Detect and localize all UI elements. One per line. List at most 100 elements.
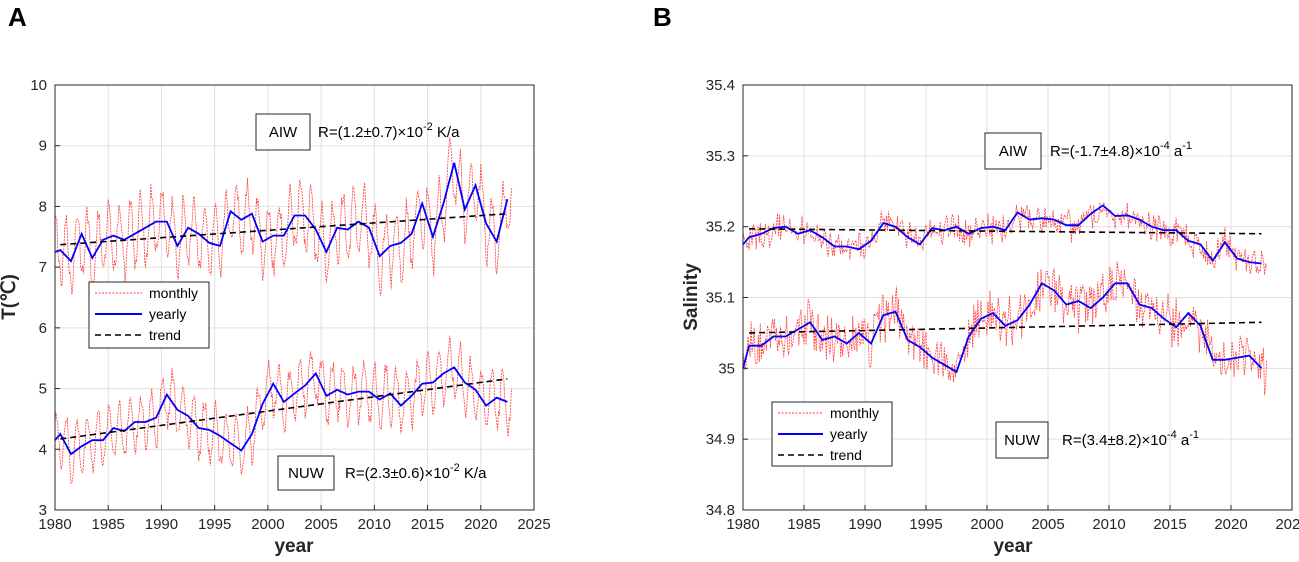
panel-a-nuw-rate-exponent: -2 bbox=[450, 462, 460, 474]
panel-b-xtick-label: 2005 bbox=[1031, 516, 1064, 533]
panel-b-ytick-label: 35.1 bbox=[706, 290, 735, 307]
panel-a-xtick-label: 2005 bbox=[304, 516, 337, 533]
panel-b-xtick-label: 2000 bbox=[970, 516, 1003, 533]
panel-a-yearly-series bbox=[54, 162, 509, 456]
panel-a-aiw-box bbox=[255, 113, 311, 151]
panel-b-aiw-label: AIW bbox=[999, 143, 1028, 160]
panel-a-xtick-label: 2000 bbox=[251, 516, 284, 533]
panel-b-legend-yearly: yearly bbox=[830, 426, 867, 442]
panel-b-xlabel: year bbox=[993, 536, 1033, 557]
panel-b-nuw-rate: R=(3.4±8.2)×10-4 a-1 bbox=[1062, 429, 1199, 449]
panel-b-aiw-rate-suffix: a bbox=[1170, 143, 1183, 160]
panel-a-xlabel: year bbox=[274, 536, 314, 557]
panel-a-monthly-series bbox=[54, 137, 513, 485]
panel-a-nuw-box bbox=[277, 455, 335, 491]
panel-b-nuw-rate-suffix-exponent: -1 bbox=[1189, 429, 1199, 441]
panel-b-xtick-label: 2025 bbox=[1275, 516, 1299, 533]
panel-a-plot-frame bbox=[54, 84, 535, 511]
panel-b-aiw-rate-prefix: R=(-1.7±4.8)×10 bbox=[1050, 143, 1160, 160]
panel-a-xtick-label: 2025 bbox=[517, 516, 550, 533]
panel-a-ytick-label: 3 bbox=[39, 502, 47, 519]
panel-a-aiw-rate-exponent: -2 bbox=[423, 121, 433, 133]
panel-a-ytick-label: 8 bbox=[39, 198, 47, 215]
panel-b-yearly-series bbox=[742, 204, 1263, 374]
panel-a-legend-yearly: yearly bbox=[149, 306, 186, 322]
panel-a-xtick-label: 1980 bbox=[38, 516, 71, 533]
panel-b-xtick-label: 1990 bbox=[848, 516, 881, 533]
panel-b-nuw-rate-prefix: R=(3.4±8.2)×10 bbox=[1062, 432, 1167, 449]
panel-b-legend-monthly: monthly bbox=[830, 405, 879, 421]
panel-b-aiw-trend-line bbox=[749, 227, 1262, 235]
panel-b-xtick-label: 1995 bbox=[909, 516, 942, 533]
panel-a-x-ticks: 1980 1985 1990 1995 2000 2005 2010 2015 2020 2025 bbox=[38, 505, 551, 533]
panel-a-nuw-rate-prefix: R=(2.3±0.6)×10 bbox=[345, 465, 450, 482]
panel-a-nuw-rate-suffix: K/a bbox=[460, 465, 487, 482]
panel-a-chart: A 1980 1985 1990 1995 2000 2005 2010 2015 2020 20… bbox=[0, 2, 551, 557]
panel-b-nuw-yearly-line bbox=[742, 282, 1263, 374]
panel-b-ytick-label: 35.2 bbox=[706, 219, 735, 236]
panel-a-ytick-label: 6 bbox=[39, 320, 47, 337]
panel-b-ytick-label: 34.9 bbox=[706, 431, 735, 448]
panel-b-aiw-box bbox=[984, 132, 1042, 170]
panel-a-ylabel: T(℃) bbox=[0, 274, 20, 320]
panel-a-legend: monthly yearly trend bbox=[88, 281, 210, 349]
panel-a-ytick-label: 4 bbox=[39, 441, 47, 458]
panel-b-y-ticks: 34.8 34.9 35 35.1 35.2 35.3 35.4 bbox=[706, 77, 748, 519]
panel-b-trend-series bbox=[749, 227, 1262, 334]
panel-a-legend-monthly: monthly bbox=[149, 285, 198, 301]
panel-b-xtick-label: 1980 bbox=[726, 516, 759, 533]
panel-a-ytick-label: 5 bbox=[39, 381, 47, 398]
panel-a-aiw-label: AIW bbox=[269, 124, 298, 141]
panel-a-aiw-trend-line bbox=[60, 212, 508, 246]
panel-b-aiw-rate-exponent: -4 bbox=[1160, 140, 1170, 152]
panel-b-label: B bbox=[653, 2, 672, 32]
panel-b-ytick-label: 34.8 bbox=[706, 502, 735, 519]
panel-a-y-ticks: 3 4 5 6 7 8 9 10 bbox=[30, 77, 60, 519]
panel-a-ytick-label: 10 bbox=[30, 77, 47, 94]
panel-b-aiw-yearly-line bbox=[742, 204, 1262, 265]
panel-b-nuw-trend-line bbox=[749, 321, 1262, 334]
panel-a-label: A bbox=[8, 2, 27, 32]
panel-a-xtick-label: 2015 bbox=[411, 516, 444, 533]
panel-b-aiw-rate: R=(-1.7±4.8)×10-4 a-1 bbox=[1050, 140, 1192, 160]
panel-a-nuw-rate: R=(2.3±0.6)×10-2 K/a bbox=[345, 462, 487, 482]
panel-a-xtick-label: 2010 bbox=[358, 516, 391, 533]
panel-a-aiw-yearly-line bbox=[54, 162, 509, 263]
panel-b-nuw-rate-suffix: a bbox=[1177, 432, 1190, 449]
panel-b-legend: monthly yearly trend bbox=[771, 401, 893, 467]
panel-b-xtick-label: 2015 bbox=[1153, 516, 1186, 533]
panel-a-aiw-rate: R=(1.2±0.7)×10-2 K/a bbox=[318, 121, 460, 141]
panel-a-xtick-label: 1985 bbox=[92, 516, 125, 533]
panel-b-xtick-label: 2020 bbox=[1214, 516, 1247, 533]
panel-b-legend-trend: trend bbox=[830, 447, 862, 463]
panel-b-ytick-label: 35.3 bbox=[706, 148, 735, 165]
panel-b-chart: B 1980 1985 1990 1995 2000 2005 2010 2015 2020 20… bbox=[653, 2, 1299, 557]
panel-a-nuw-yearly-line bbox=[54, 366, 508, 456]
panel-a-trend-series bbox=[60, 212, 508, 440]
panel-a-aiw-monthly-line bbox=[54, 137, 513, 297]
panel-a-nuw-trend-line bbox=[60, 378, 508, 440]
panel-b-ytick-label: 35 bbox=[718, 360, 735, 377]
panel-a-xtick-label: 2020 bbox=[464, 516, 497, 533]
panel-b-nuw-rate-exponent: -4 bbox=[1167, 429, 1177, 441]
panel-b-aiw-rate-suffix-exponent: -1 bbox=[1182, 140, 1192, 152]
panel-b-ytick-label: 35.4 bbox=[706, 77, 735, 94]
panel-a-xtick-label: 1995 bbox=[198, 516, 231, 533]
panel-b-aiw-monthly-line bbox=[742, 202, 1267, 275]
panel-a-nuw-label: NUW bbox=[288, 465, 325, 482]
panel-b-nuw-label: NUW bbox=[1004, 432, 1041, 449]
panel-a-ytick-label: 7 bbox=[39, 259, 47, 276]
panel-a-xtick-label: 1990 bbox=[145, 516, 178, 533]
panel-b-ylabel: Salinity bbox=[681, 263, 702, 331]
panel-a-ytick-label: 9 bbox=[39, 138, 47, 155]
panel-a-nuw-monthly-line bbox=[54, 335, 513, 485]
panel-b-xtick-label: 1985 bbox=[787, 516, 820, 533]
panel-b-nuw-box bbox=[995, 421, 1049, 459]
panel-b-x-ticks: 1980 1985 1990 1995 2000 2005 2010 2015 2020 2025 bbox=[726, 505, 1299, 533]
panel-b-monthly-series bbox=[742, 202, 1267, 396]
panel-a-aiw-rate-suffix: K/a bbox=[433, 124, 460, 141]
panel-b-xtick-label: 2010 bbox=[1092, 516, 1125, 533]
panel-a-legend-trend: trend bbox=[149, 327, 181, 343]
panel-a-aiw-rate-prefix: R=(1.2±0.7)×10 bbox=[318, 124, 423, 141]
